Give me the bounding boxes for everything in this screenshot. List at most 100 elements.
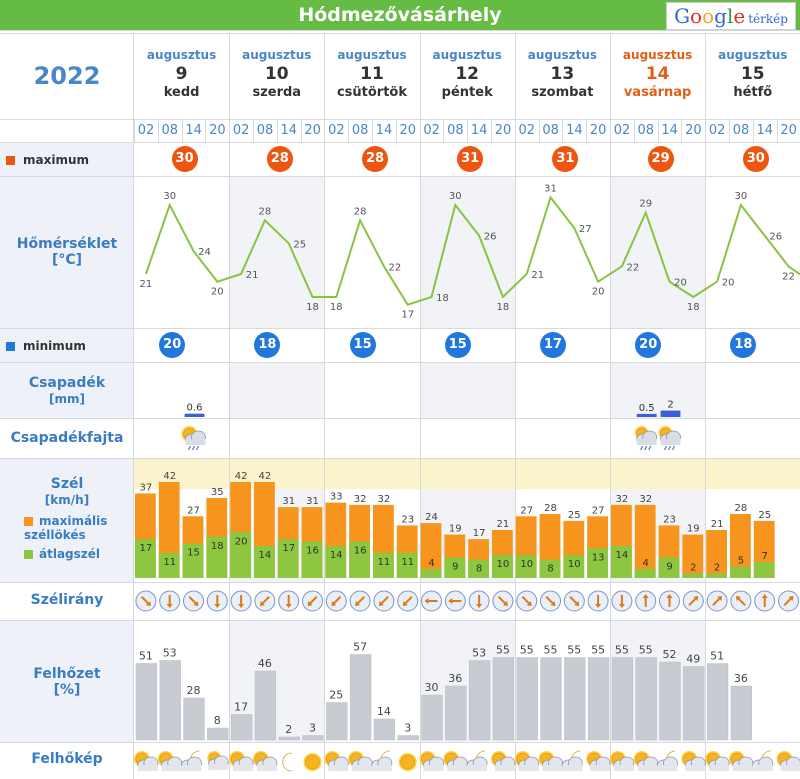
temp-value-label: 17	[401, 310, 414, 321]
sun-cloud-icon	[324, 751, 349, 771]
cloud-cover-bar	[683, 666, 705, 741]
wind-avg-bar	[706, 573, 727, 578]
day-header: augusztus 10 szerda	[229, 34, 324, 118]
rain-drop	[640, 445, 644, 451]
sun-cloud-icon	[681, 751, 706, 771]
wind-avg-bar	[349, 541, 370, 578]
cloud-cover-bar	[373, 718, 396, 741]
temp-value-label: 20	[674, 278, 687, 289]
wind-arrow-icon	[349, 590, 371, 612]
hour-label: 02	[708, 123, 726, 138]
cloud-base	[423, 765, 444, 771]
wind-avg-label: 14	[330, 550, 343, 561]
rain-drop	[644, 445, 648, 451]
wind-gust-label: 17	[473, 528, 486, 539]
gust-legend: maximális széllökés	[24, 514, 132, 542]
cloud-cover-bar	[421, 694, 443, 741]
day-header: augusztus 15 hétfő	[705, 34, 800, 118]
day-cell-bg	[514, 362, 610, 418]
title-bar: Hódmezővásárhely Google térkép	[0, 0, 800, 30]
rain-drop	[191, 445, 196, 451]
wind-gust-label: 32	[616, 494, 629, 505]
hour-tick	[229, 120, 230, 142]
cloud-cover-label: 52	[663, 648, 677, 661]
wind-gust-bar	[706, 530, 727, 578]
sun-cloud-icon	[586, 751, 611, 771]
cloud-cover-bar	[611, 657, 634, 741]
day-month: augusztus	[527, 48, 598, 62]
rain-drop	[663, 445, 668, 451]
cloud-base	[613, 765, 634, 771]
temp-value-label: 30	[163, 191, 176, 202]
h-gridline	[0, 418, 800, 419]
wind-avg-bar	[492, 555, 513, 578]
cloud-cover-label: 55	[639, 644, 653, 657]
temp-value-label: 28	[259, 206, 272, 217]
cloud-icon	[207, 751, 229, 770]
day-header: augusztus 9 kedd	[134, 34, 229, 118]
cloud-base	[467, 765, 488, 771]
hour-tick	[729, 120, 730, 142]
sun-cloud-icon	[443, 751, 468, 771]
temp-value-label: 20	[722, 278, 735, 289]
cloud-base	[518, 765, 539, 771]
wind-avg-bar	[373, 552, 394, 578]
label-cell-bg	[0, 328, 134, 362]
day-number: 9	[175, 64, 188, 84]
wind-gust-label: 23	[401, 514, 414, 525]
hour-label: 08	[447, 123, 464, 138]
wind-avg-bar	[682, 573, 704, 578]
day-cell-bg	[705, 362, 800, 418]
wind-gust-bar	[634, 504, 656, 578]
wind-arrow-head	[717, 596, 723, 602]
cloud-cover-label: 55	[544, 644, 558, 657]
wind-avg-label: 17	[282, 543, 295, 554]
day-cell-bg	[229, 418, 325, 458]
wind-avg-bar	[563, 555, 585, 578]
day-header: augusztus 14 vasárnap	[610, 34, 705, 118]
wind-arrow-head	[285, 604, 292, 608]
v-gridline	[705, 33, 706, 779]
label-cell-bg	[0, 582, 134, 620]
cloud-cover-label: 57	[353, 641, 367, 654]
cloud-cover-label: 53	[163, 647, 177, 660]
temp-value-label: 20	[592, 287, 605, 298]
day-month: augusztus	[432, 48, 502, 62]
day-cell-bg	[229, 176, 325, 328]
label-cell-bg	[0, 418, 134, 458]
wind-avg-bar	[634, 568, 656, 578]
wind-arrow	[259, 596, 270, 606]
label-cell-bg	[0, 362, 134, 418]
wind-arrow	[666, 594, 673, 607]
google-map-link[interactable]: Google térkép	[666, 2, 796, 30]
hour-tick	[491, 120, 492, 142]
hour-tick	[634, 120, 635, 142]
cloud-cover-bar	[135, 663, 158, 741]
wind-avg-label: 4	[643, 558, 649, 569]
wind-avg-bar	[206, 536, 228, 578]
wind-arrow-head	[378, 600, 384, 606]
v-gridline	[610, 33, 611, 779]
temp-value-label: 26	[484, 232, 497, 243]
day-cell-bg	[610, 418, 706, 458]
wind-arrow-head	[735, 596, 741, 602]
hour-tick	[610, 120, 611, 142]
wind-gust-label: 24	[425, 512, 438, 523]
hour-label: 08	[351, 123, 369, 138]
wind-arrow	[569, 596, 580, 606]
cloud-base	[371, 765, 392, 771]
sun-cloud-icon	[348, 751, 373, 771]
hour-label: 08	[161, 123, 179, 138]
hour-label: 08	[732, 123, 750, 138]
cloud-base	[562, 765, 583, 771]
max-label: maximum	[6, 153, 89, 167]
cloud-cover-label: 30	[425, 681, 439, 694]
wind-avg-bar	[515, 555, 537, 578]
cloud-cover-label: 2	[285, 723, 292, 736]
cloud-base	[185, 439, 206, 445]
wind-arrow-head	[238, 604, 245, 608]
cloud-cover-bar	[397, 735, 419, 741]
cloud-cover-bar	[254, 670, 277, 741]
rain-drop	[671, 445, 676, 451]
day-header: augusztus 13 szombat	[515, 34, 610, 118]
